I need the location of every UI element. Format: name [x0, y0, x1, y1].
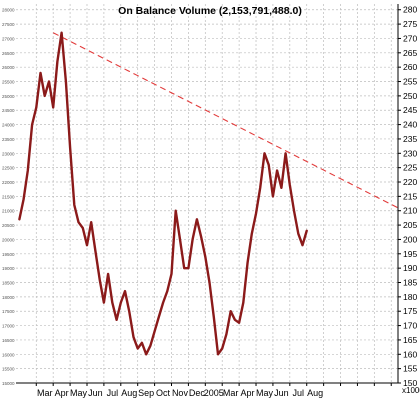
- y-tick-label: 260: [403, 62, 417, 72]
- series-layer: [18, 31, 308, 356]
- y-tick-label: 230: [403, 148, 417, 158]
- left-y-tick-label: 21500: [2, 194, 15, 199]
- y-tick-label: 225: [403, 163, 417, 173]
- x-tick-label: Mar: [223, 388, 239, 398]
- left-y-tick-label: 27000: [2, 36, 15, 41]
- x-tick-label: Apr: [55, 388, 69, 398]
- left-y-tick-label: 22500: [2, 166, 15, 171]
- y-tick-label: 200: [403, 234, 417, 244]
- left-y-tick-label: 25000: [2, 94, 15, 99]
- y-tick-label: 255: [403, 77, 417, 87]
- left-y-tick-label: 24500: [2, 108, 15, 113]
- left-y-tick-label: 26000: [2, 65, 15, 70]
- y-tick-label: 235: [403, 134, 417, 144]
- y-tick-label: 250: [403, 91, 417, 101]
- y-tick-label: 150: [403, 378, 417, 388]
- y-tick-label: 185: [403, 278, 417, 288]
- y-tick-label: 215: [403, 191, 417, 201]
- left-y-tick-label: 18000: [2, 295, 15, 300]
- y-tick-label: 270: [403, 33, 417, 43]
- left-y-tick-label: 26500: [2, 51, 15, 56]
- x-tick-label: Jun: [274, 388, 289, 398]
- y-tick-label: 160: [403, 349, 417, 359]
- chart-title: On Balance Volume (2,153,791,488.0): [118, 5, 302, 17]
- x-tick-label: Oct: [156, 388, 171, 398]
- y-tick-label: 275: [403, 19, 417, 29]
- y-tick-label: 180: [403, 292, 417, 302]
- trendline: [52, 32, 399, 209]
- left-y-tick-label: 27500: [2, 22, 15, 27]
- left-y-tick-label: 17500: [2, 309, 15, 314]
- left-y-tick-label: 17000: [2, 324, 15, 329]
- left-y-tick-label: 15000: [2, 381, 15, 386]
- y-tick-label: 280: [403, 5, 417, 15]
- left-y-tick-label: 18500: [2, 281, 15, 286]
- x-tick-label: Aug: [307, 388, 323, 398]
- left-y-tick-label: 24000: [2, 123, 15, 128]
- left-y-tick-label: 21000: [2, 209, 15, 214]
- y-tick-label: 170: [403, 321, 417, 331]
- x-tick-label: Jul: [293, 388, 305, 398]
- y-tick-label: 155: [403, 364, 417, 374]
- x-tick-label: Dec: [189, 388, 206, 398]
- y-tick-label: 190: [403, 263, 417, 273]
- x-tick-label: Jul: [107, 388, 119, 398]
- y-tick-label: 210: [403, 206, 417, 216]
- trendline-layer: [52, 32, 399, 209]
- y-tick-label: 175: [403, 306, 417, 316]
- left-y-tick-label: 20500: [2, 223, 15, 228]
- left-y-tick-label: 16000: [2, 352, 15, 357]
- y-tick-label: 205: [403, 220, 417, 230]
- y-tick-label: 245: [403, 105, 417, 115]
- left-y-tick-label: 19000: [2, 266, 15, 271]
- y-tick-label: 165: [403, 335, 417, 345]
- x-tick-label: Apr: [241, 388, 255, 398]
- left-y-tick-label: 20000: [2, 237, 15, 242]
- x-tick-label: May: [70, 388, 88, 398]
- left-y-tick-label: 23500: [2, 137, 15, 142]
- obv-series-line: [18, 31, 308, 356]
- grid-lines: [16, 4, 398, 384]
- y-tick-label: 195: [403, 249, 417, 259]
- y-tick-label: 220: [403, 177, 417, 187]
- left-y-tick-label: 23000: [2, 151, 15, 156]
- left-y-tick-label: 25500: [2, 80, 15, 85]
- x-tick-label: Jun: [88, 388, 103, 398]
- left-y-axis: 15000 15500 16000 16500 17000 17500 18000 18500…: [2, 8, 15, 386]
- left-y-tick-label: 16500: [2, 338, 15, 343]
- left-y-tick-label: 19500: [2, 252, 15, 257]
- left-y-tick-label: 28000: [2, 8, 15, 13]
- left-y-tick-label: 22000: [2, 180, 15, 185]
- x-tick-label: May: [256, 388, 274, 398]
- x-tick-label: Nov: [172, 388, 189, 398]
- y-axis: 150 155 160 165 170 175 180 185 190 195 200 205 210 2…: [398, 5, 417, 388]
- y-tick-label: 265: [403, 48, 417, 58]
- y-tick-label: 240: [403, 120, 417, 130]
- x-tick-label: Mar: [37, 388, 53, 398]
- x-tick-label: Aug: [121, 388, 137, 398]
- scale-label: x10000000: [402, 386, 420, 395]
- x-tick-label: Sep: [138, 388, 154, 398]
- x-tick-label: 2005: [204, 388, 224, 398]
- left-y-tick-label: 15500: [2, 367, 15, 372]
